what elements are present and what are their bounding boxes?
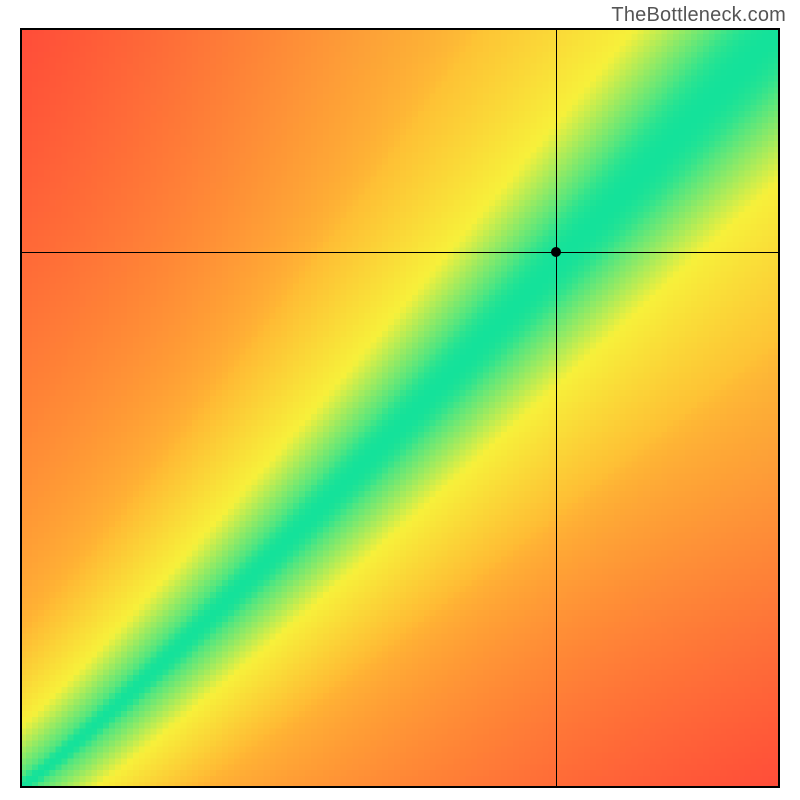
crosshair-marker [551, 247, 561, 257]
chart-container: TheBottleneck.com [0, 0, 800, 800]
bottleneck-heatmap [20, 28, 780, 788]
plot-area [20, 28, 780, 788]
crosshair-vertical [556, 28, 557, 788]
crosshair-horizontal [20, 252, 780, 253]
watermark-text: TheBottleneck.com [611, 4, 786, 27]
